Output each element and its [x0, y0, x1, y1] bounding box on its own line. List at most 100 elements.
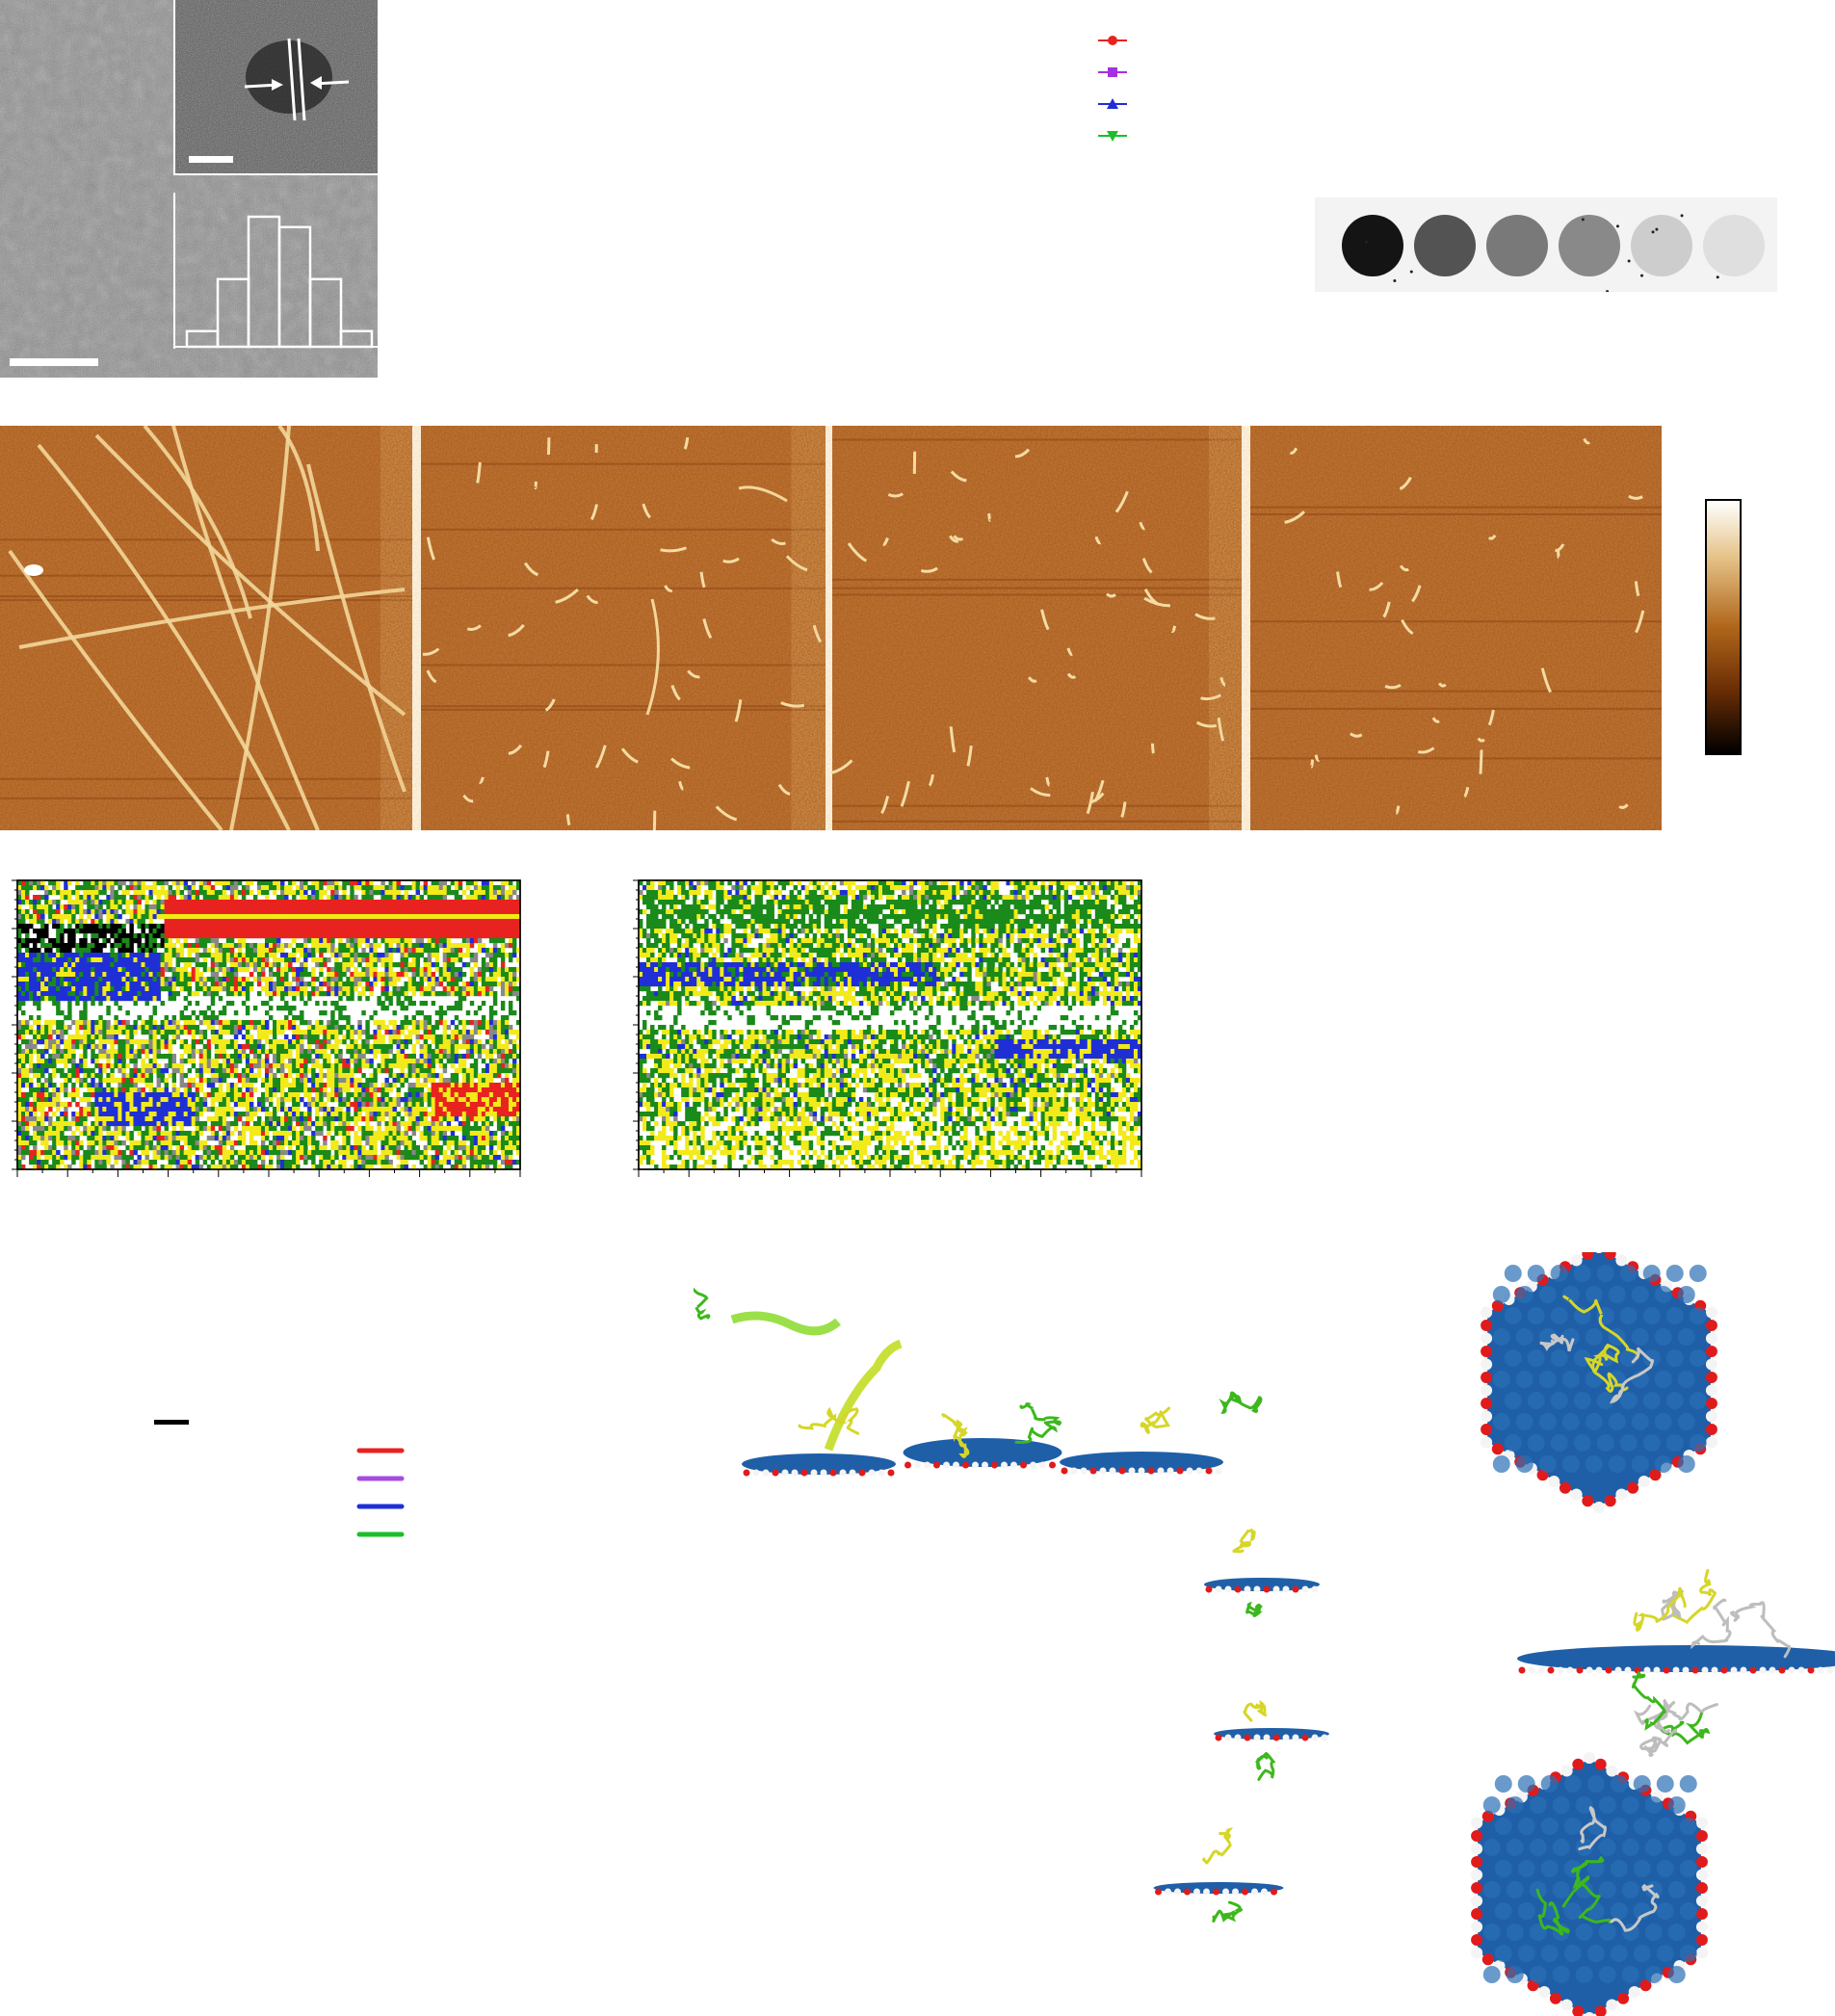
graphene-sheet-side — [1517, 1645, 1835, 1674]
oligomer — [1066, 647, 1073, 656]
oligomer — [466, 624, 482, 631]
dot-blot — [1315, 197, 1777, 292]
oligomer — [1195, 720, 1218, 728]
oligomer — [734, 699, 743, 722]
oligomer — [1618, 803, 1629, 809]
peptide-chain — [1562, 1295, 1639, 1360]
oligomer — [1401, 618, 1414, 635]
peptide-chain — [1609, 1347, 1655, 1404]
fibril — [143, 426, 252, 619]
afm-panel — [830, 426, 1242, 830]
oligomer — [812, 624, 823, 643]
fibril — [645, 598, 660, 716]
oligomer — [1399, 564, 1409, 572]
inset-scale-bar — [189, 156, 233, 163]
lattice-line-2 — [297, 38, 306, 121]
graphene-sheet-top — [1481, 1252, 1717, 1513]
oligomer — [426, 537, 435, 561]
oligomer — [642, 503, 651, 519]
peptide-chain — [1140, 1406, 1171, 1434]
peptide-chain — [1245, 1601, 1263, 1618]
oligomer — [1437, 682, 1447, 688]
oligomer — [953, 535, 964, 541]
oligomer — [1487, 534, 1497, 540]
legend-square-marker — [1108, 67, 1117, 77]
fibril — [18, 588, 406, 649]
fibril — [229, 426, 291, 830]
graphene-sheet-side — [1153, 1882, 1284, 1896]
oligomer — [900, 780, 910, 807]
oligomer — [928, 773, 934, 787]
oligomer — [590, 504, 598, 521]
oligomer — [1634, 581, 1640, 597]
oligomer — [1487, 709, 1495, 726]
hrtem-inset — [173, 0, 378, 175]
helix-ribbon — [824, 1339, 903, 1452]
fibril — [8, 549, 223, 830]
oligomer — [1384, 683, 1402, 690]
oligomer — [426, 669, 437, 684]
legend-circle-marker — [1108, 36, 1117, 45]
dot-blot-spot — [1342, 215, 1403, 276]
oligomer — [880, 796, 890, 815]
oligomer — [887, 492, 904, 498]
oligomer — [660, 546, 687, 553]
oligomer — [1086, 791, 1094, 815]
peptide-chain — [1633, 1698, 1670, 1734]
fibril — [738, 485, 788, 503]
oligomer — [670, 757, 691, 770]
peptide-chain — [1660, 1712, 1711, 1745]
oligomer — [476, 461, 482, 484]
histogram-bar — [247, 215, 281, 349]
legend-triangle-down-marker — [1107, 131, 1118, 142]
histogram — [175, 215, 378, 349]
oligomer — [1309, 759, 1315, 769]
peptide-chain — [1212, 1900, 1244, 1923]
oligomer — [830, 759, 853, 774]
oligomer — [1014, 448, 1031, 458]
oligomer — [702, 618, 713, 640]
oligomer — [1349, 732, 1363, 738]
peptide-chain — [1661, 1589, 1684, 1621]
peptide-chain — [1670, 1568, 1717, 1625]
oligomer — [1557, 549, 1560, 560]
afm-panel — [1250, 426, 1662, 830]
ss-map-right — [631, 878, 1151, 1177]
oligomer — [523, 562, 538, 577]
oligomer — [920, 566, 938, 573]
oligomer — [1194, 613, 1216, 620]
oligomer — [950, 470, 967, 483]
peptide-chain — [1232, 1529, 1256, 1554]
oligomer — [422, 647, 440, 656]
peptide-chain — [1729, 1601, 1792, 1659]
oligomer — [780, 701, 805, 708]
tem-micrograph — [0, 0, 378, 378]
oligomer — [1477, 737, 1485, 743]
histogram-bar — [308, 277, 343, 349]
oligomer — [777, 783, 791, 796]
peptide-chain — [1578, 1806, 1607, 1851]
graphene-sheet-side — [1060, 1452, 1223, 1475]
peptide-chain — [1691, 1598, 1732, 1650]
oligomer — [1139, 521, 1145, 531]
oligomer — [1200, 694, 1222, 701]
oligomer — [1170, 625, 1177, 633]
oligomer — [542, 750, 550, 769]
afm-row — [0, 426, 1662, 830]
peptide-chain — [1631, 1670, 1666, 1731]
oligomer — [1143, 596, 1170, 608]
oligomer — [1635, 610, 1645, 634]
peptide-chain — [798, 1406, 860, 1435]
oligomer — [478, 776, 485, 784]
line-legend — [356, 1445, 405, 1541]
marker-legend — [1093, 29, 1132, 144]
oligomer — [687, 669, 700, 679]
legend-triangle-up-marker — [1107, 98, 1118, 109]
graphene-sheet-side — [1204, 1578, 1320, 1593]
oligomer — [715, 805, 738, 822]
dot-blot-spot — [1486, 215, 1548, 276]
dot-blot-spot — [1703, 215, 1765, 276]
aggregate — [24, 564, 43, 576]
graphene-sheet-side — [1214, 1728, 1329, 1741]
peptide-chain — [1639, 1728, 1678, 1758]
